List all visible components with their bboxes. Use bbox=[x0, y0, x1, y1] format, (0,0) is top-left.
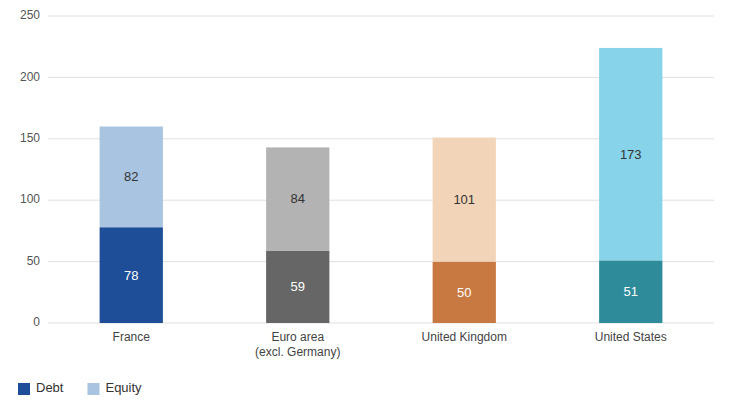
y-tick-label: 50 bbox=[27, 254, 41, 268]
bar-segment bbox=[599, 260, 662, 323]
data-label: 101 bbox=[453, 192, 475, 207]
data-label: 173 bbox=[620, 147, 642, 162]
x-axis: France Euro area(excl. Germany) United Kin… bbox=[113, 330, 667, 359]
y-tick-label: 200 bbox=[20, 70, 40, 84]
grid-line bbox=[48, 16, 714, 17]
data-label: 84 bbox=[291, 191, 305, 206]
legend-swatch bbox=[18, 383, 30, 395]
data-label: 78 bbox=[124, 268, 138, 283]
y-axis: 0 50 100 150 200 250 bbox=[20, 8, 40, 329]
bar-segment bbox=[433, 138, 496, 262]
bar-segment bbox=[100, 127, 163, 228]
bar-segment bbox=[266, 251, 329, 323]
legend: Debt Equity bbox=[18, 380, 142, 395]
bar-segment bbox=[433, 262, 496, 323]
y-tick-label: 150 bbox=[20, 131, 40, 145]
legend-label: Equity bbox=[105, 380, 142, 395]
bar-segment bbox=[100, 227, 163, 323]
legend-swatch bbox=[87, 383, 99, 395]
data-label: 50 bbox=[457, 285, 471, 300]
data-label: 51 bbox=[624, 284, 638, 299]
bar-segment bbox=[599, 48, 662, 260]
y-tick-label: 250 bbox=[20, 8, 40, 22]
data-label: 82 bbox=[124, 169, 138, 184]
x-tick-label: United States bbox=[595, 330, 667, 344]
bar-segment bbox=[266, 147, 329, 250]
x-tick-label: Euro area(excl. Germany) bbox=[255, 330, 340, 359]
y-tick-label: 100 bbox=[20, 192, 40, 206]
data-label: 59 bbox=[291, 279, 305, 294]
chart-svg: 0 50 100 150 200 250 78 59 50 51 82 84 101 173 France E… bbox=[0, 0, 730, 409]
chart-container: 0 50 100 150 200 250 78 59 50 51 82 84 101 173 France E… bbox=[0, 0, 730, 409]
grid bbox=[48, 16, 714, 323]
x-tick-label: United Kingdom bbox=[422, 330, 507, 344]
data-labels: 78 59 50 51 82 84 101 173 bbox=[124, 147, 642, 300]
x-tick-label: France bbox=[113, 330, 151, 344]
legend-label: Debt bbox=[36, 380, 64, 395]
bars bbox=[100, 48, 663, 323]
y-tick-label: 0 bbox=[33, 315, 40, 329]
